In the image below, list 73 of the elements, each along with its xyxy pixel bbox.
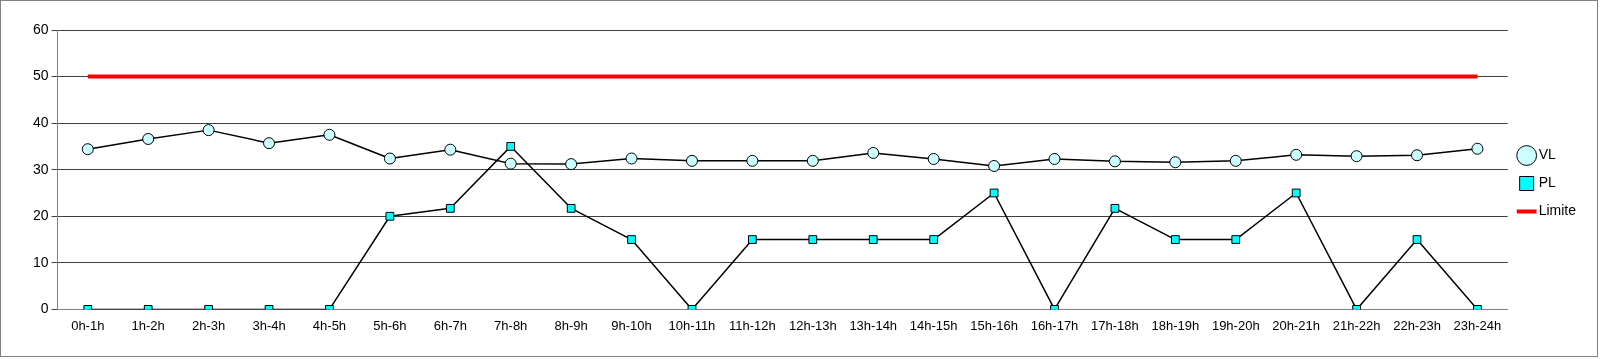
x-tick-label: 7h-8h	[494, 317, 528, 333]
point	[445, 203, 455, 213]
point	[506, 142, 516, 151]
x-tick-label: 13h-14h	[849, 317, 898, 333]
point	[988, 159, 1001, 172]
x-tick-label: 2h-3h	[192, 317, 226, 333]
y-tick-label: 60	[32, 20, 49, 37]
x-tick-label: 15h-16h	[970, 317, 1018, 333]
point	[989, 188, 999, 198]
point	[1170, 235, 1180, 244]
point	[929, 235, 939, 244]
y-tick-label: 0	[40, 300, 49, 317]
y-tick-label: 30	[32, 160, 49, 177]
point	[1048, 152, 1061, 165]
x-tick-label: 14h-15h	[909, 317, 958, 333]
x-tick-label: 23h-24h	[1453, 317, 1502, 333]
x-tick-label: 11h-12h	[729, 317, 776, 333]
x-tick-label: 10h-11h	[668, 317, 716, 333]
point	[383, 152, 396, 165]
point	[746, 154, 759, 167]
x-tick-label: 9h-10h	[611, 317, 652, 333]
x-tick-label: 19h-20h	[1211, 317, 1260, 333]
y-tick-label: 50	[32, 67, 49, 84]
point	[1471, 142, 1484, 155]
point	[625, 152, 638, 165]
x-tick-label: 8h-9h	[554, 317, 588, 333]
x-tick-label: 16h-17h	[1030, 317, 1079, 333]
point	[1291, 188, 1301, 198]
point	[142, 132, 155, 145]
y-tick-label: 40	[32, 113, 49, 130]
point	[685, 154, 698, 167]
legend-label: VL	[1538, 146, 1556, 163]
point	[1108, 155, 1121, 168]
point	[806, 154, 819, 167]
x-tick-label: 17h-18h	[1091, 317, 1139, 333]
point	[565, 158, 578, 171]
x-tick-label: 3h-4h	[252, 317, 286, 333]
point	[808, 235, 818, 244]
x-tick-label: 6h-7h	[433, 317, 467, 333]
x-tick-label: 22h-23h	[1393, 317, 1441, 333]
x-tick-label: 4h-5h	[312, 317, 347, 333]
point	[385, 211, 395, 221]
point	[504, 157, 517, 170]
point	[1412, 235, 1422, 244]
legend-label: PL	[1538, 174, 1556, 191]
x-tick-label: 12h-13h	[788, 317, 837, 333]
x-tick-label: 5h-6h	[373, 317, 407, 333]
x-tick-label: 21h-22h	[1332, 317, 1381, 333]
point	[323, 128, 336, 141]
point	[81, 143, 94, 156]
point	[868, 235, 878, 244]
point	[1169, 156, 1182, 169]
point	[627, 235, 636, 244]
point	[927, 152, 940, 165]
point	[566, 203, 576, 213]
point	[1411, 149, 1424, 162]
x-tick-label: 20h-21h	[1272, 317, 1321, 333]
x-tick-label: 0h-1h	[71, 317, 105, 333]
y-tick-label: 10	[32, 253, 49, 270]
point	[444, 143, 457, 156]
x-tick-label: 1h-2h	[131, 317, 165, 333]
point	[867, 146, 880, 159]
point	[1231, 235, 1241, 244]
point	[748, 235, 757, 244]
y-tick-label: 20	[32, 207, 49, 224]
point	[1229, 154, 1242, 167]
point	[202, 124, 215, 137]
legend-label: Limite	[1538, 202, 1577, 219]
point	[1290, 148, 1303, 161]
x-tick-label: 18h-19h	[1151, 317, 1200, 333]
point	[1110, 203, 1120, 213]
point	[263, 137, 276, 150]
point	[1350, 150, 1363, 163]
